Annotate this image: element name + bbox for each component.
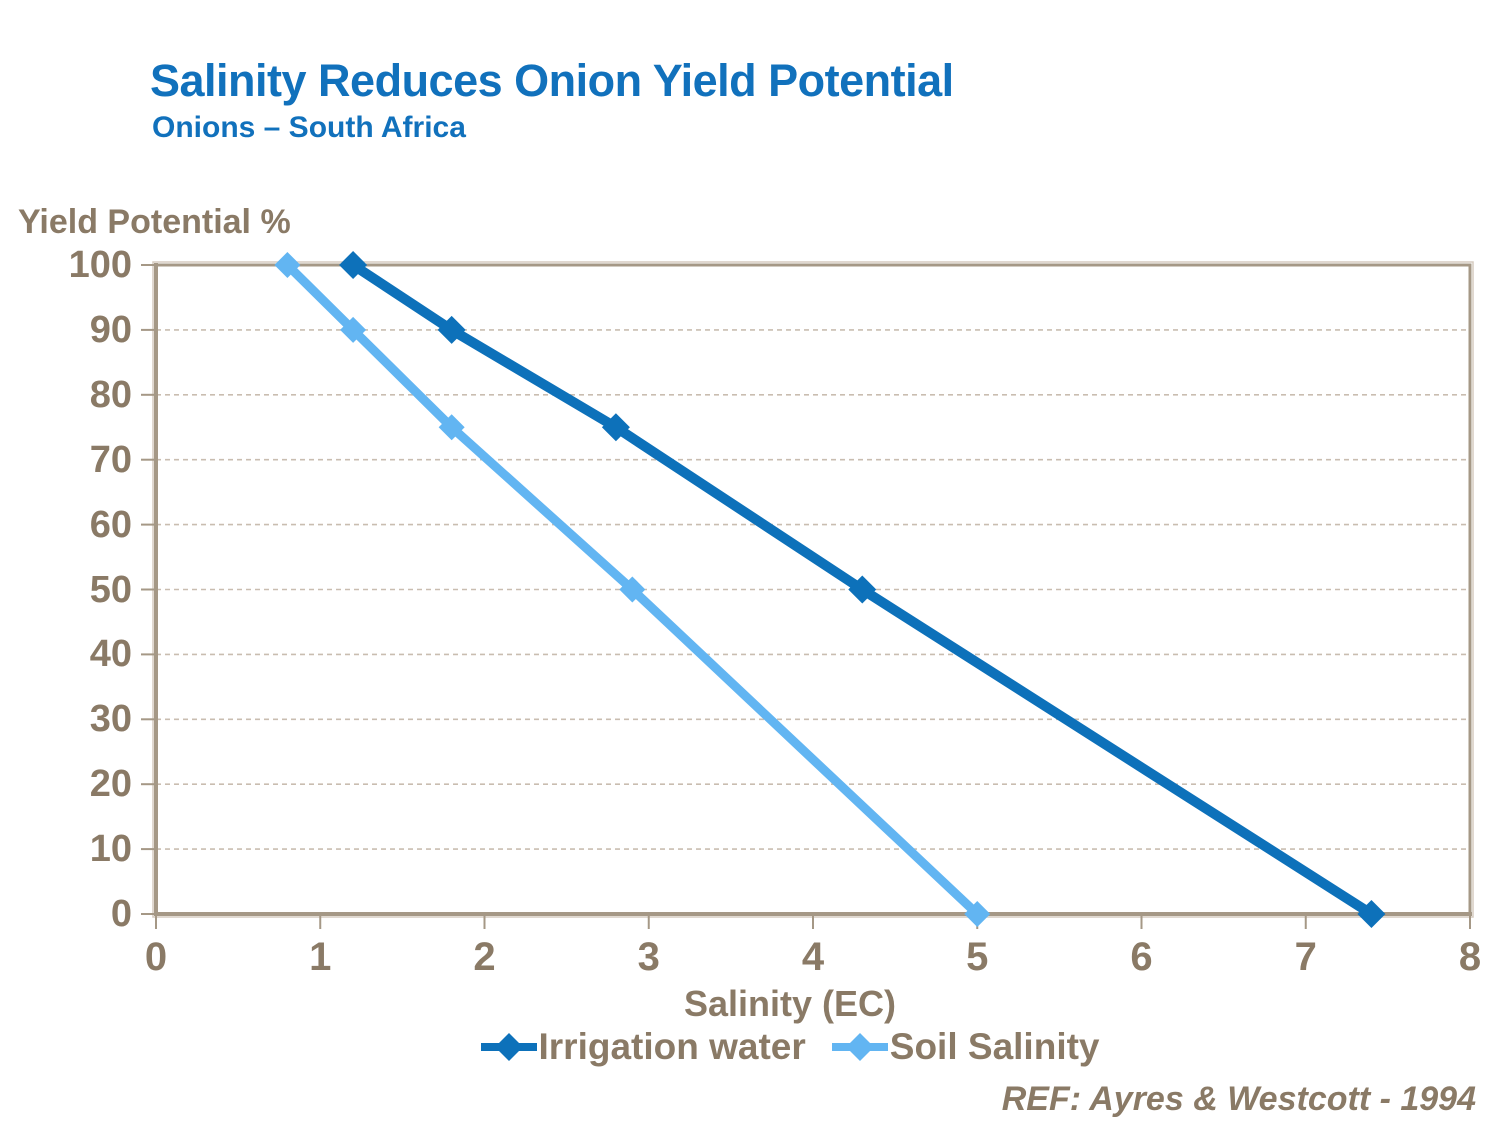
x-tick-label: 1 [309, 935, 332, 979]
legend-marker-diamond [480, 1033, 537, 1061]
y-tick-label: 0 [110, 893, 132, 935]
x-tick-label: 6 [1130, 935, 1153, 979]
data-point-marker [964, 901, 991, 927]
plot-area [141, 251, 1474, 929]
reference-text: REF: Ayres & Westcott - 1994 [1001, 1080, 1476, 1118]
y-tick-label: 80 [89, 373, 132, 416]
x-tick-label: 4 [801, 935, 825, 979]
legend-label: Soil Salinity [889, 1026, 1100, 1067]
y-tick-label: 30 [89, 698, 132, 741]
x-tick-label: 3 [637, 935, 660, 979]
data-point-marker [848, 575, 877, 604]
data-point-marker [274, 252, 301, 278]
x-tick-label: 2 [473, 935, 496, 979]
data-point-marker [437, 315, 466, 344]
legend: Irrigation water Soil Salinity [130, 1026, 1450, 1068]
data-point-marker [619, 576, 646, 603]
chart-title: Salinity Reduces Onion Yield Potential [150, 55, 954, 106]
data-point-marker [601, 413, 630, 442]
data-point-marker [1357, 900, 1386, 928]
y-tick-label: 20 [89, 763, 132, 806]
x-tick-label: 7 [1294, 935, 1317, 979]
chart-subtitle: Onions – South Africa [152, 111, 466, 144]
x-tick-label: 5 [966, 935, 989, 979]
data-point-marker [340, 316, 367, 343]
x-tick-label: 8 [1458, 935, 1482, 979]
x-tick-label: 0 [144, 935, 168, 979]
data-point-marker [339, 251, 368, 279]
y-tick-label: 70 [89, 438, 132, 481]
y-tick-label: 50 [89, 568, 132, 611]
y-tick-label: 60 [89, 503, 132, 546]
legend-item-soil-salinity: Soil Salinity [831, 1026, 1100, 1068]
legend-label: Irrigation water [538, 1026, 806, 1067]
y-tick-label: 40 [89, 633, 132, 676]
y-tick-label: 100 [68, 244, 132, 286]
data-point-marker [438, 414, 465, 441]
y-tick-label: 90 [89, 308, 132, 351]
legend-marker-diamond [831, 1033, 888, 1061]
y-tick-label: 10 [89, 828, 132, 871]
y-axis-title: Yield Potential % [18, 203, 291, 241]
legend-item-irrigation-water: Irrigation water [480, 1026, 806, 1068]
x-axis-title: Salinity (EC) [683, 983, 897, 1024]
